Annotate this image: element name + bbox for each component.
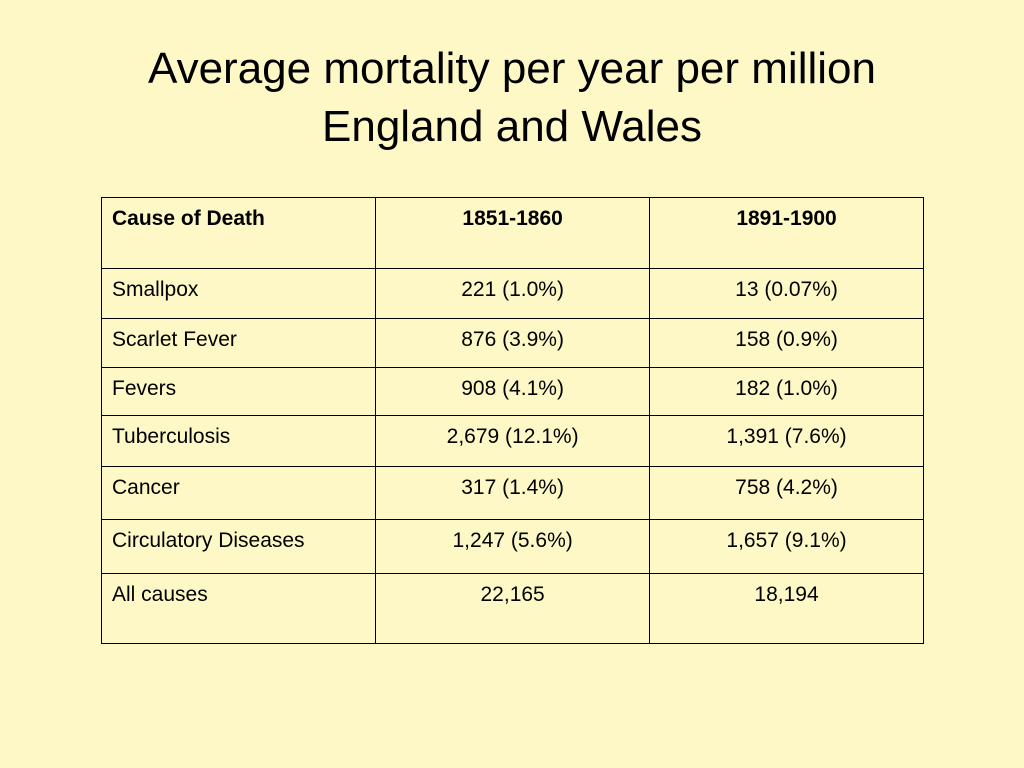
value-1891-1900: 158 (0.9%)	[649, 318, 924, 368]
table-row: Tuberculosis 2,679 (12.1%) 1,391 (7.6%)	[100, 415, 924, 467]
cause-cell: Scarlet Fever	[100, 318, 377, 368]
value-1891-1900: 13 (0.07%)	[649, 268, 924, 319]
cause-cell: Fevers	[100, 367, 377, 416]
value-1851-1860: 317 (1.4%)	[375, 466, 651, 520]
value-1851-1860: 221 (1.0%)	[375, 268, 651, 319]
value-1891-1900: 182 (1.0%)	[649, 367, 924, 416]
table-row: Circulatory Diseases 1,247 (5.6%) 1,657 …	[100, 519, 924, 574]
header-1891-1900: 1891-1900	[649, 197, 924, 269]
cause-cell: Cancer	[100, 466, 377, 520]
title-line-1: Average mortality per year per million	[148, 44, 876, 93]
cause-cell: All causes	[100, 573, 377, 644]
table-row: Smallpox 221 (1.0%) 13 (0.07%)	[100, 268, 924, 319]
header-1851-1860: 1851-1860	[375, 197, 651, 269]
mortality-table: Cause of Death 1851-1860 1891-1900 Small…	[100, 197, 924, 644]
cause-cell: Tuberculosis	[100, 415, 377, 467]
value-1851-1860: 876 (3.9%)	[375, 318, 651, 368]
title-line-2: England and Wales	[322, 102, 702, 151]
table-row: Cancer 317 (1.4%) 758 (4.2%)	[100, 466, 924, 520]
value-1851-1860: 2,679 (12.1%)	[375, 415, 651, 467]
value-1891-1900: 18,194	[649, 573, 924, 644]
value-1851-1860: 22,165	[375, 573, 651, 644]
value-1851-1860: 908 (4.1%)	[375, 367, 651, 416]
table-header-row: Cause of Death 1851-1860 1891-1900	[100, 197, 924, 269]
cause-cell: Circulatory Diseases	[100, 519, 377, 574]
slide-title: Average mortality per year per million E…	[0, 40, 1024, 156]
header-cause-of-death: Cause of Death	[100, 197, 377, 269]
value-1851-1860: 1,247 (5.6%)	[375, 519, 651, 574]
value-1891-1900: 1,657 (9.1%)	[649, 519, 924, 574]
value-1891-1900: 1,391 (7.6%)	[649, 415, 924, 467]
table-row-total: All causes 22,165 18,194	[100, 573, 924, 644]
value-1891-1900: 758 (4.2%)	[649, 466, 924, 520]
cause-cell: Smallpox	[100, 268, 377, 319]
table-row: Fevers 908 (4.1%) 182 (1.0%)	[100, 367, 924, 416]
table-row: Scarlet Fever 876 (3.9%) 158 (0.9%)	[100, 318, 924, 368]
